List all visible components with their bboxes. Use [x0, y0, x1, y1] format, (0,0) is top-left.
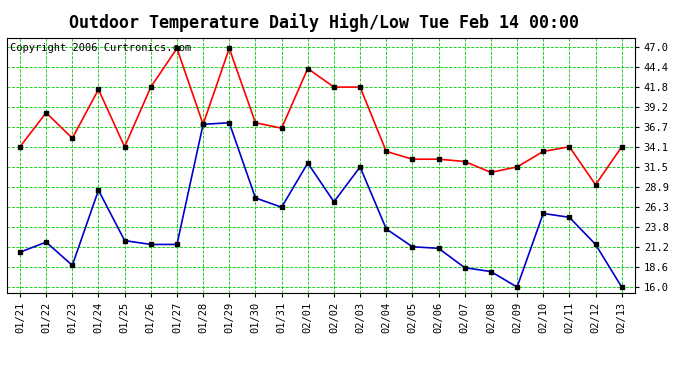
- Text: Outdoor Temperature Daily High/Low Tue Feb 14 00:00: Outdoor Temperature Daily High/Low Tue F…: [69, 13, 580, 32]
- Text: Copyright 2006 Curtronics.com: Copyright 2006 Curtronics.com: [10, 43, 191, 52]
